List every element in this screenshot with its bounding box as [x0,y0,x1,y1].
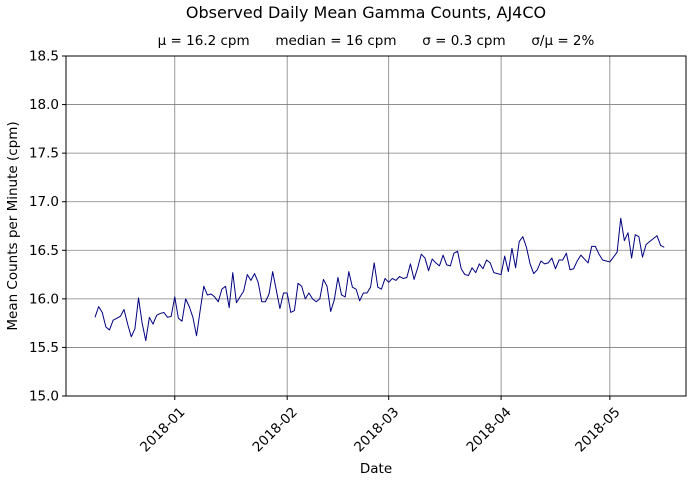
y-axis-label: Mean Counts per Minute (cpm) [5,121,21,330]
series-line [94,217,665,342]
grid-lines [66,55,686,397]
y-tick-label: 18.5 [29,49,59,65]
y-axis: 15.0 15.5 16.0 16.5 17.0 17.5 18.0 18.5 [29,49,66,405]
y-tick-label: 16.5 [29,243,59,259]
y-tick-label: 17.0 [29,194,59,210]
y-tick-label: 15.5 [29,340,59,356]
x-tick-label: 2018-05 [572,404,623,455]
series-group [94,217,665,342]
x-axis: 2018-01 2018-02 2018-03 2018-04 2018-05 [137,396,623,455]
x-tick-label: 2018-04 [464,404,515,455]
chart-subtitle: μ = 16.2 cpm median = 16 cpm σ = 0.3 cpm… [158,33,595,49]
x-tick-label: 2018-02 [250,404,301,455]
y-tick-label: 16.0 [29,291,59,307]
y-tick-label: 17.5 [29,146,59,162]
y-tick-label: 18.0 [29,97,59,113]
plot-area-frame [65,55,687,397]
x-tick-label: 2018-03 [351,404,402,455]
x-tick-label: 2018-01 [137,404,188,455]
x-axis-label: Date [360,461,392,477]
y-tick-label: 15.0 [29,389,59,405]
chart-title: Observed Daily Mean Gamma Counts, AJ4CO [186,3,546,22]
